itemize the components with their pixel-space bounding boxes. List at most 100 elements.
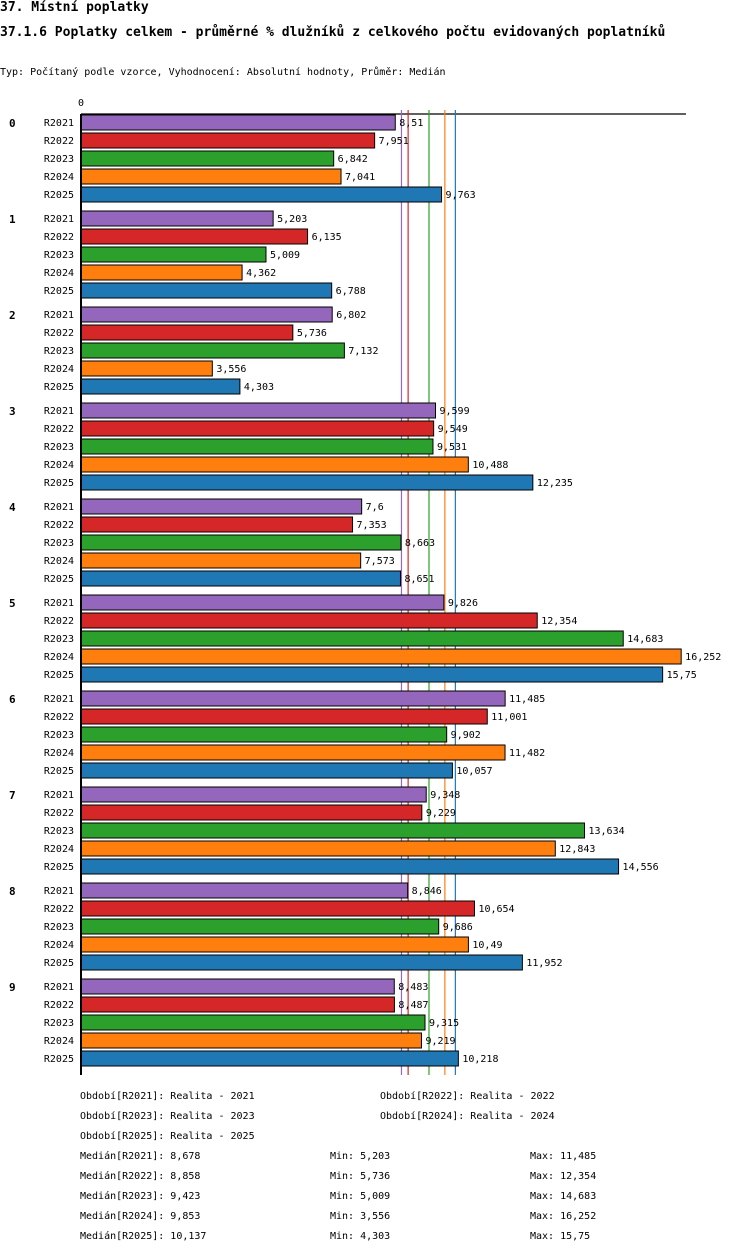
bar-r2024 [80, 936, 469, 953]
series-label: R2022 [44, 616, 74, 627]
legend-period-r2022: Období[R2022]: Realita - 2022 [380, 1091, 555, 1102]
bar-r2022 [80, 612, 538, 629]
bar-r2021 [80, 210, 274, 227]
series-label: R2022 [44, 424, 74, 435]
value-label: 5,009 [270, 250, 300, 261]
series-label: R2022 [44, 1000, 74, 1011]
bar-r2025 [80, 954, 523, 971]
value-label: 7,132 [348, 346, 378, 357]
series-label: R2024 [44, 364, 74, 375]
bar-r2023 [80, 918, 440, 935]
series-label: R2021 [44, 598, 74, 609]
bar-r2024 [80, 264, 243, 281]
category-label: 1 [9, 213, 16, 226]
value-label: 11,482 [509, 748, 545, 759]
bar-r2023 [80, 822, 586, 839]
series-label: R2023 [44, 730, 74, 741]
stat-min-r2021: Min: 5,203 [330, 1151, 391, 1162]
value-label: 5,203 [277, 214, 307, 225]
stat-min-r2024: Min: 3,556 [330, 1211, 391, 1222]
stat-min-r2022: Min: 5,736 [330, 1171, 391, 1182]
series-label: R2024 [44, 1036, 74, 1047]
series-label: R2024 [44, 460, 74, 471]
category-label: 5 [9, 597, 16, 610]
bar-r2022 [80, 420, 435, 437]
series-label: R2025 [44, 862, 74, 873]
series-label: R2023 [44, 346, 74, 357]
series-label: R2025 [44, 478, 74, 489]
stat-max-r2022: Max: 12,354 [530, 1171, 597, 1182]
value-label: 9,763 [446, 190, 476, 201]
bar-r2022 [80, 516, 354, 533]
value-label: 4,303 [244, 382, 274, 393]
value-label: 4,362 [246, 268, 276, 279]
bar-r2024 [80, 648, 682, 665]
value-label: 12,235 [537, 478, 573, 489]
bar-r2022 [80, 900, 475, 917]
value-label: 10,654 [478, 904, 514, 915]
series-label: R2021 [44, 790, 74, 801]
bar-r2023 [80, 342, 345, 359]
value-label: 6,802 [336, 310, 366, 321]
bar-r2022 [80, 804, 423, 821]
series-label: R2022 [44, 712, 74, 723]
value-label: 9,826 [448, 598, 478, 609]
series-label: R2024 [44, 556, 74, 567]
category-label: 8 [9, 885, 16, 898]
bar-r2023 [80, 438, 434, 455]
series-label: R2022 [44, 328, 74, 339]
series-label: R2025 [44, 382, 74, 393]
legend-period-r2021: Období[R2021]: Realita - 2021 [80, 1091, 255, 1102]
series-label: R2023 [44, 154, 74, 165]
value-label: 14,556 [623, 862, 659, 873]
series-label: R2023 [44, 1018, 74, 1029]
value-label: 9,315 [429, 1018, 459, 1029]
stat-max-r2023: Max: 14,683 [530, 1191, 597, 1202]
bar-r2021 [80, 882, 409, 899]
series-label: R2023 [44, 538, 74, 549]
series-label: R2025 [44, 190, 74, 201]
bar-r2024 [80, 552, 362, 569]
bar-r2024 [80, 456, 469, 473]
value-label: 3,556 [216, 364, 246, 375]
value-label: 5,736 [297, 328, 327, 339]
value-label: 9,549 [438, 424, 468, 435]
stat-min-r2023: Min: 5,009 [330, 1191, 391, 1202]
value-label: 9,229 [426, 808, 456, 819]
series-label: R2024 [44, 940, 74, 951]
bar-r2024 [80, 168, 342, 185]
value-label: 6,788 [336, 286, 366, 297]
series-label: R2025 [44, 286, 74, 297]
value-label: 9,219 [425, 1036, 455, 1047]
stat-median-r2024: Medián[R2024]: 9,853 [80, 1211, 201, 1222]
bar-r2023 [80, 534, 402, 551]
legend-period-r2025: Období[R2025]: Realita - 2025 [80, 1131, 255, 1142]
bar-r2025 [80, 858, 620, 875]
bar-r2023 [80, 1014, 426, 1031]
value-label: 8,663 [405, 538, 435, 549]
series-label: R2025 [44, 670, 74, 681]
x-tick-label: 0 [78, 98, 84, 109]
bar-r2023 [80, 726, 448, 743]
value-label: 10,488 [472, 460, 508, 471]
stat-min-r2025: Min: 4,303 [330, 1231, 391, 1242]
series-label: R2021 [44, 982, 74, 993]
category-label: 2 [9, 309, 16, 322]
bar-r2022 [80, 324, 294, 341]
series-label: R2024 [44, 652, 74, 663]
series-label: R2025 [44, 574, 74, 585]
chart-info: Typ: Počítaný podle vzorce, Vyhodnocení:… [0, 67, 446, 78]
bar-r2021 [80, 498, 363, 515]
value-label: 9,686 [443, 922, 473, 933]
series-label: R2022 [44, 808, 74, 819]
category-label: 4 [9, 501, 16, 514]
value-label: 8,483 [398, 982, 428, 993]
value-label: 6,842 [338, 154, 368, 165]
value-label: 11,001 [491, 712, 527, 723]
stat-median-r2021: Medián[R2021]: 8,678 [80, 1151, 201, 1162]
bar-r2025 [80, 378, 241, 395]
bar-r2025 [80, 570, 401, 587]
bar-r2022 [80, 708, 488, 725]
stat-max-r2024: Max: 16,252 [530, 1211, 597, 1222]
bar-r2021 [80, 786, 427, 803]
